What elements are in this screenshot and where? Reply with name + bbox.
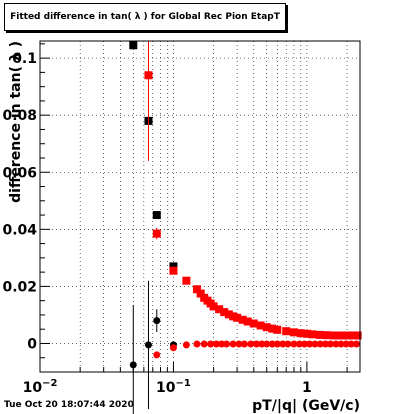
data-point	[326, 340, 334, 348]
data-point	[218, 340, 226, 348]
data-point	[220, 308, 229, 317]
y-tick-label: 0.06	[2, 165, 37, 181]
grid	[39, 41, 360, 372]
data-point	[224, 310, 233, 319]
data-point	[290, 340, 298, 348]
data-point	[296, 329, 305, 338]
data-point	[268, 324, 277, 333]
data-point	[316, 340, 324, 348]
plot-frame	[39, 40, 361, 373]
data-point	[240, 340, 248, 348]
y-tick-label: 0.1	[12, 51, 37, 67]
data-point	[273, 325, 282, 334]
data-point	[209, 302, 218, 311]
data-point	[347, 340, 355, 348]
data-point	[342, 340, 350, 348]
data-point	[129, 41, 138, 50]
x-tick-label: 1	[302, 380, 312, 396]
data-point	[311, 340, 319, 348]
data-point	[256, 321, 265, 330]
x-axis-title: pT/|q| (GeV/c)	[252, 398, 360, 414]
data-point	[289, 328, 298, 337]
data-point	[353, 331, 362, 340]
timestamp: Tue Oct 20 18:07:44 2020	[4, 400, 134, 410]
data-point	[152, 229, 161, 238]
data-point	[282, 327, 291, 336]
data-series-group	[144, 41, 362, 340]
data-point	[273, 340, 281, 348]
data-point	[243, 317, 252, 326]
data-point	[229, 340, 237, 348]
data-point	[182, 276, 191, 285]
data-point	[169, 344, 177, 352]
y-tick-label: 0.04	[2, 222, 37, 238]
data-point	[193, 340, 201, 348]
data-point	[352, 340, 360, 348]
data-point	[169, 266, 178, 275]
data-point	[235, 340, 243, 348]
data-point	[343, 331, 352, 340]
data-point	[253, 340, 261, 348]
data-point	[223, 340, 231, 348]
data-point	[233, 313, 242, 322]
data-point	[153, 317, 161, 325]
data-series	[129, 41, 362, 414]
data-point	[153, 351, 161, 359]
data-point	[169, 262, 178, 271]
data-point	[268, 340, 276, 348]
y-tick-label: 0.02	[2, 279, 37, 295]
data-point	[330, 331, 339, 340]
data-point	[295, 340, 303, 348]
data-point	[192, 285, 201, 294]
axis-ticks	[39, 43, 348, 373]
data-point	[249, 319, 258, 328]
data-point	[308, 330, 317, 339]
data-series-group	[153, 340, 360, 359]
data-point	[262, 323, 271, 332]
y-tick-label: 0.08	[2, 108, 37, 124]
y-axis-title: difference in tan( λ )	[8, 41, 24, 203]
data-point	[337, 340, 345, 348]
data-point	[182, 341, 190, 349]
x-tick-label: 10−1	[156, 378, 191, 396]
data-point	[200, 340, 208, 348]
data-point	[144, 71, 153, 80]
data-point	[215, 305, 224, 314]
data-point	[336, 331, 345, 340]
data-point	[301, 340, 309, 348]
data-point	[152, 211, 161, 220]
data-point	[279, 340, 287, 348]
data-series-group	[129, 280, 177, 414]
data-point	[247, 340, 255, 348]
data-point	[129, 361, 137, 369]
data-point	[284, 340, 292, 348]
chart-title: Fitted difference in tan( λ ) for Global…	[4, 3, 286, 31]
data-point	[322, 340, 330, 348]
data-point	[322, 331, 331, 340]
data-point	[238, 315, 247, 324]
data-point	[258, 340, 266, 348]
tick-labels: 0 0.02 0.04 0.06 0.08 0.1 10−2 10−1 1	[2, 51, 311, 396]
data-point	[302, 329, 311, 338]
data-point	[144, 341, 152, 349]
data-point	[306, 340, 314, 348]
data-point	[207, 340, 215, 348]
data-point	[212, 340, 220, 348]
y-tick-label: 0	[27, 336, 37, 352]
data-point	[332, 340, 340, 348]
data-point	[263, 340, 271, 348]
data-point	[348, 331, 357, 340]
x-tick-label: 10−2	[23, 378, 58, 396]
data-point	[315, 330, 324, 339]
data-point	[196, 289, 205, 298]
